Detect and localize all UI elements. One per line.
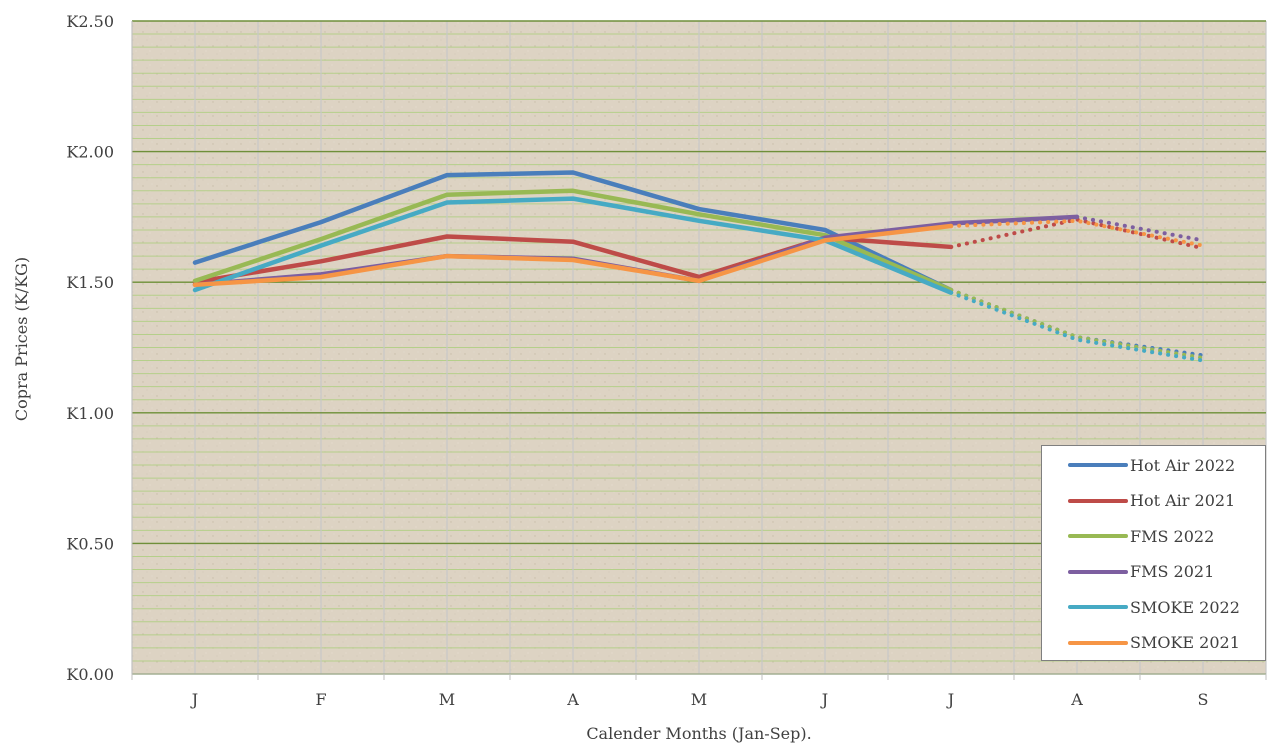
y-tick-label: K1.00	[66, 404, 114, 423]
y-tick-label: K1.50	[66, 273, 114, 292]
y-tick-label: K0.50	[66, 534, 114, 553]
y-tick-label: K2.00	[66, 143, 114, 162]
legend-swatch	[1068, 570, 1128, 574]
chart-legend: Hot Air 2022 Hot Air 2021 FMS 2022 FMS 2021…	[1041, 445, 1266, 661]
legend-swatch	[1068, 534, 1128, 538]
legend-item: SMOKE 2021	[1068, 633, 1240, 653]
legend-swatch	[1068, 605, 1128, 609]
y-tick-label: K2.50	[66, 12, 114, 31]
legend-item: FMS 2021	[1068, 562, 1214, 582]
x-tick-label: S	[1198, 690, 1209, 709]
x-tick-label: J	[946, 690, 954, 709]
legend-label: Hot Air 2022	[1130, 456, 1235, 475]
y-axis-title: Copra Prices (K/KG)	[12, 257, 31, 421]
legend-label: Hot Air 2021	[1130, 491, 1235, 510]
x-tick-label: M	[691, 690, 707, 709]
x-axis-title: Calender Months (Jan-Sep).	[586, 724, 811, 743]
legend-item: SMOKE 2022	[1068, 597, 1240, 617]
legend-item: Hot Air 2021	[1068, 491, 1235, 511]
y-tick-label: K0.00	[66, 665, 114, 684]
legend-label: SMOKE 2021	[1130, 633, 1240, 652]
x-tick-label: A	[1070, 690, 1083, 709]
legend-label: SMOKE 2022	[1130, 598, 1240, 617]
x-tick-label: F	[315, 690, 326, 709]
x-tick-label: A	[566, 690, 579, 709]
legend-item: Hot Air 2022	[1068, 455, 1235, 475]
legend-swatch	[1068, 499, 1128, 503]
legend-item: FMS 2022	[1068, 526, 1214, 546]
legend-swatch	[1068, 641, 1128, 645]
x-tick-label: J	[190, 690, 198, 709]
x-tick-label: M	[439, 690, 455, 709]
x-tick-label: J	[820, 690, 828, 709]
legend-label: FMS 2022	[1130, 527, 1214, 546]
legend-label: FMS 2021	[1130, 562, 1214, 581]
legend-swatch	[1068, 463, 1128, 467]
